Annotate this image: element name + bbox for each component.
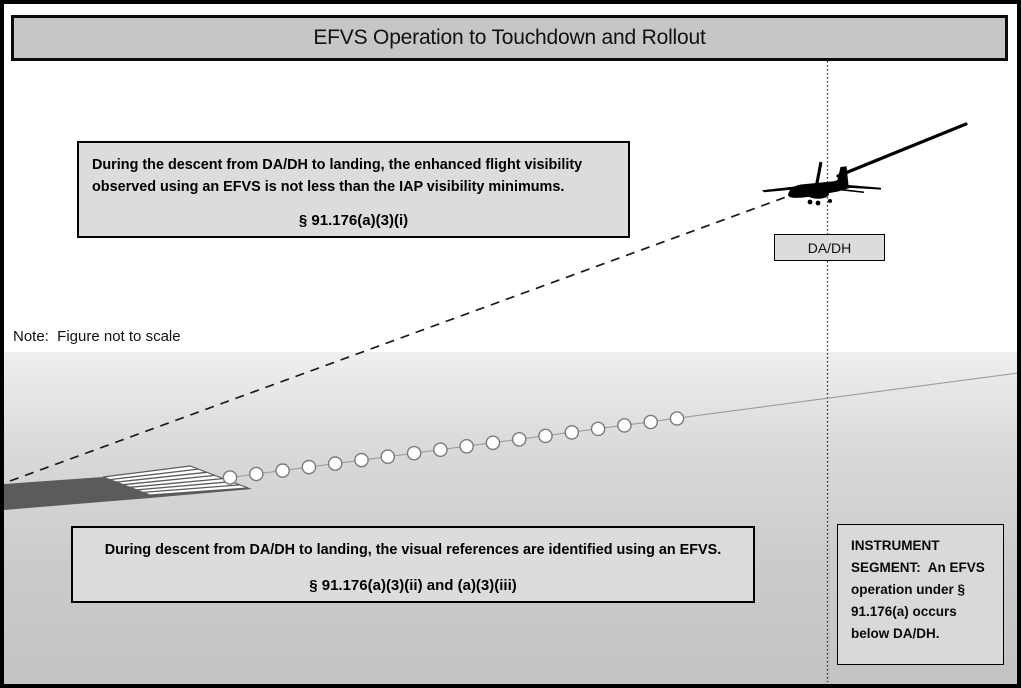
dadh-label-box: DA/DH: [774, 234, 885, 261]
approach-lights: [222, 411, 685, 485]
instrument-segment-box: INSTRUMENT SEGMENT: An EFVS operation un…: [837, 524, 1004, 665]
callout-visual-references-citation: § 91.176(a)(3)(ii) and (a)(3)(iii): [309, 577, 517, 594]
flight-path-dashed: [9, 194, 791, 482]
instrument-segment-text: INSTRUMENT SEGMENT: An EFVS operation un…: [851, 538, 989, 641]
callout-visual-references-body: During descent from DA/DH to landing, th…: [104, 542, 722, 558]
approach-light: [327, 456, 343, 471]
title-bar: EFVS Operation to Touchdown and Rollout: [11, 15, 1008, 61]
approach-light: [643, 414, 659, 430]
approach-light: [406, 445, 422, 461]
approach-light: [380, 449, 396, 465]
approach-light: [669, 411, 685, 426]
dadh-label: DA/DH: [807, 239, 852, 256]
approach-light-line: [203, 372, 1019, 482]
approach-light: [354, 452, 369, 468]
note-label: Note: Figure not to scale: [13, 328, 181, 345]
callout-visual-references: During descent from DA/DH to landing, th…: [71, 526, 755, 603]
callout-enhanced-visibility-body: During the descent from DA/DH to landing…: [92, 157, 587, 195]
approach-light: [564, 425, 580, 440]
runway-threshold-stripes: [102, 465, 249, 496]
approach-light: [617, 418, 632, 433]
callout-enhanced-visibility: During the descent from DA/DH to landing…: [77, 141, 630, 238]
approach-light: [511, 431, 527, 447]
callout-enhanced-visibility-citation: § 91.176(a)(3)(i): [298, 212, 409, 229]
approach-light: [590, 421, 606, 437]
flight-path-solid: [836, 122, 968, 178]
aircraft-icon: [762, 161, 881, 206]
approach-light: [301, 459, 317, 475]
approach-light: [538, 428, 553, 444]
title-text: EFVS Operation to Touchdown and Rollout: [313, 26, 706, 49]
approach-light: [222, 470, 238, 485]
approach-light: [275, 463, 290, 478]
approach-light: [433, 442, 448, 458]
approach-light: [459, 438, 474, 454]
approach-light: [485, 435, 501, 451]
approach-light: [248, 466, 264, 482]
